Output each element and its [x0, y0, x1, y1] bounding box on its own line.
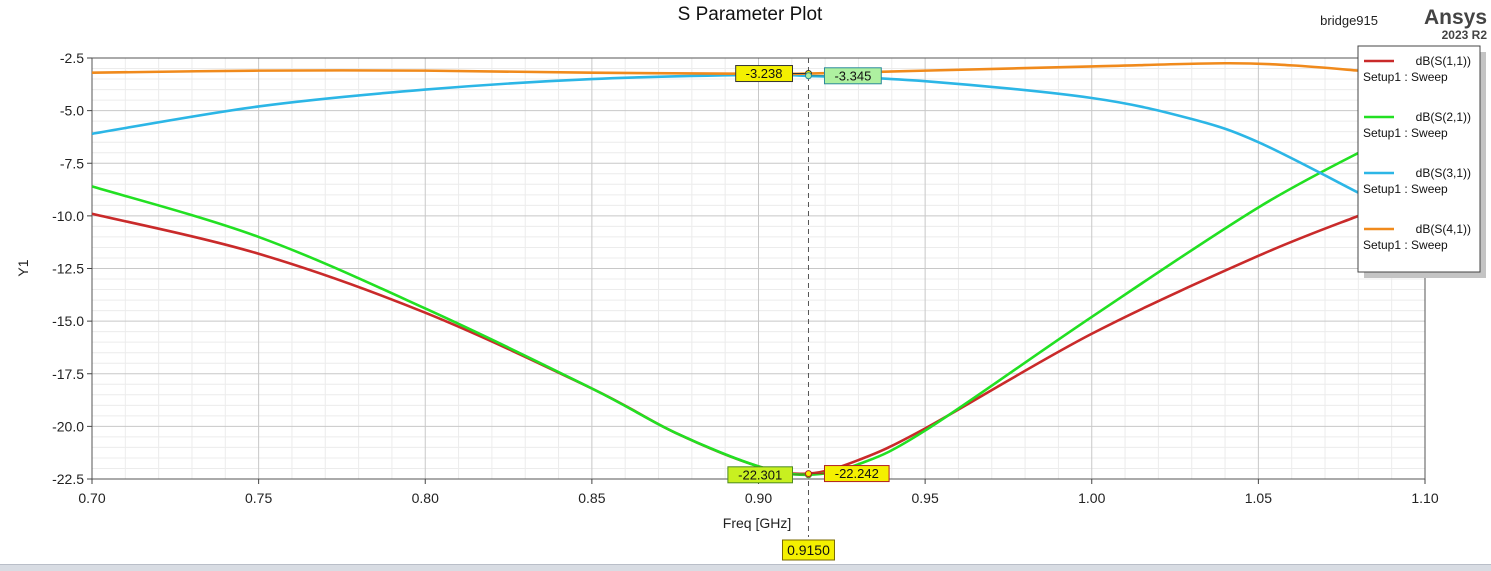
series-line-db-s-4-1 — [92, 61, 1425, 79]
design-name-label: bridge915 — [1320, 13, 1378, 28]
legend-entry-name: dB(S(4,1)) — [1416, 222, 1471, 236]
x-tick-label: 0.75 — [245, 490, 272, 506]
marker-label-text: -3.345 — [834, 68, 871, 83]
marker-label-text: -3.238 — [746, 66, 783, 81]
legend-entry-sub: Setup1 : Sweep — [1363, 126, 1448, 140]
marker-label-text: -22.242 — [835, 466, 879, 481]
y-tick-label: -12.5 — [52, 261, 84, 277]
x-axis-label: Freq [GHz] — [723, 515, 791, 531]
marker-point — [804, 72, 812, 80]
grid-layer — [91, 57, 1426, 480]
legend[interactable]: dB(S(1,1)) Setup1 : Sweep dB(S(2,1)) Setup1… — [1357, 45, 1486, 278]
version-label: 2023 R2 — [1442, 28, 1488, 42]
legend-entry-1[interactable]: dB(S(1,1)) Setup1 : Sweep — [1363, 54, 1471, 84]
y-tick-label: -17.5 — [52, 366, 84, 382]
ansys-logo: Ansys — [1424, 6, 1487, 29]
marker-label-2[interactable]: -3.345 — [804, 67, 882, 85]
plot-title: S Parameter Plot — [678, 4, 823, 25]
legend-entry-sub: Setup1 : Sweep — [1363, 238, 1448, 252]
marker-label-1[interactable]: -3.238 — [735, 65, 812, 83]
x-tick-label: 0.90 — [745, 490, 772, 506]
legend-entry-name: dB(S(1,1)) — [1416, 54, 1471, 68]
marker-label-box — [727, 466, 793, 484]
legend-entry-sub: Setup1 : Sweep — [1363, 182, 1448, 196]
x-tick-label: 0.85 — [578, 490, 605, 506]
y-axis-label: Y1 — [15, 259, 31, 276]
axis-layer: 0.70 0.75 0.80 0.85 0.90 0.95 1.00 1.05 1.10 -2.5… — [52, 50, 1439, 506]
marker-label-text: -22.301 — [738, 467, 782, 482]
y-tick-label: -22.5 — [52, 471, 84, 487]
marker-point — [804, 470, 812, 478]
x-tick-label: 1.10 — [1411, 490, 1438, 506]
x-tick-label: 0.95 — [912, 490, 939, 506]
marker-x-value[interactable]: 0.9150 — [781, 539, 835, 561]
marker-x-value-text: 0.9150 — [787, 542, 830, 558]
y-tick-label: -10.0 — [52, 208, 84, 224]
marker-label-box — [823, 67, 882, 85]
x-tick-label: 0.70 — [78, 490, 105, 506]
y-tick-label: -5.0 — [60, 103, 84, 119]
legend-entry-2[interactable]: dB(S(2,1)) Setup1 : Sweep — [1363, 110, 1471, 140]
marker-layer[interactable]: -3.238 -3.345 -22.301 -22.242 0.9150 — [727, 58, 890, 561]
x-tick-label: 1.00 — [1078, 490, 1105, 506]
x-tick-label: 1.05 — [1245, 490, 1272, 506]
marker-label-3[interactable]: -22.301 — [727, 466, 812, 484]
marker-label-4[interactable]: -22.242 — [804, 465, 890, 483]
y-tick-label: -7.5 — [60, 155, 84, 171]
marker-x-value-box — [781, 539, 835, 561]
x-tick-label: 0.80 — [412, 490, 439, 506]
legend-entry-name: dB(S(2,1)) — [1416, 110, 1471, 124]
marker-label-box — [735, 65, 793, 83]
y-tick-label: -15.0 — [52, 313, 84, 329]
legend-box[interactable] — [1357, 45, 1481, 273]
legend-entry-name: dB(S(3,1)) — [1416, 166, 1471, 180]
legend-entry-3[interactable]: dB(S(3,1)) Setup1 : Sweep — [1363, 166, 1471, 196]
series-line-db-s-3-1 — [92, 73, 1359, 194]
y-tick-label: -20.0 — [52, 418, 84, 434]
marker-label-box — [823, 465, 890, 483]
y-tick-label: -2.5 — [60, 50, 84, 66]
window-status-bar — [0, 564, 1491, 571]
legend-entry-4[interactable]: dB(S(4,1)) Setup1 : Sweep — [1363, 222, 1471, 252]
legend-entry-sub: Setup1 : Sweep — [1363, 70, 1448, 84]
